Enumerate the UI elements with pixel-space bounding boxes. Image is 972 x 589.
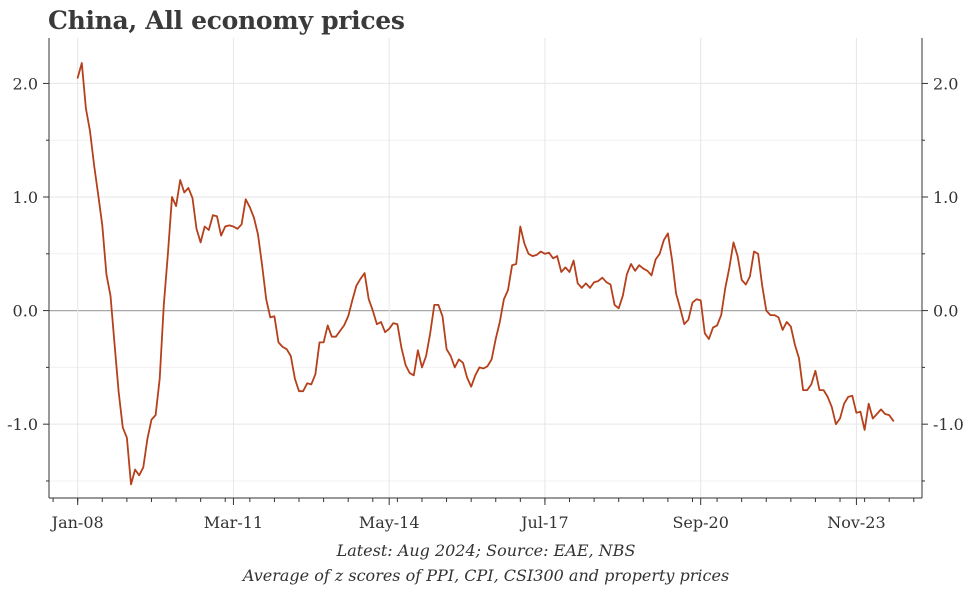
series-layer xyxy=(76,62,895,486)
x-tick-label: May-14 xyxy=(359,513,420,532)
source-note: Latest: Aug 2024; Source: EAE, NBS xyxy=(336,541,636,560)
chart-title: China, All economy prices xyxy=(48,6,405,35)
y-tick-label-right: 0.0 xyxy=(933,302,958,321)
x-tick-label: Nov-23 xyxy=(827,513,885,532)
x-tick-label: Jan-08 xyxy=(50,513,104,532)
x-tick-label: Sep-20 xyxy=(672,513,728,532)
series-line xyxy=(76,62,895,486)
y-tick-label-left: -1.0 xyxy=(7,415,38,434)
y-tick-label-right: -1.0 xyxy=(933,415,964,434)
chart: 2.0 2.0 1.0 1.0 0.0 0.0 -1.0 -1.0 Jan-08 Mar-11 Ma… xyxy=(7,38,964,532)
y-tick-label-left: 2.0 xyxy=(13,74,38,93)
y-tick-label-left: 0.0 xyxy=(13,302,38,321)
x-tick-label: Mar-11 xyxy=(204,513,263,532)
description-note: Average of z scores of PPI, CPI, CSI300 … xyxy=(242,566,730,585)
y-tick-label-left: 1.0 xyxy=(13,188,38,207)
y-tick-label-right: 2.0 xyxy=(933,74,958,93)
x-tick-label: Jul-17 xyxy=(519,513,569,532)
axis-layer: 2.0 2.0 1.0 1.0 0.0 0.0 -1.0 -1.0 Jan-08 Mar-11 Ma… xyxy=(7,38,964,532)
grid-layer xyxy=(49,38,922,498)
y-tick-label-right: 1.0 xyxy=(933,188,958,207)
